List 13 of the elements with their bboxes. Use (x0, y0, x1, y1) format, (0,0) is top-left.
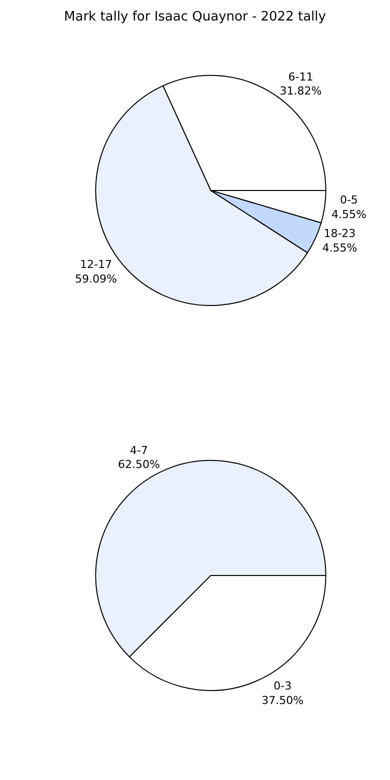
slice-label: 12-17 (80, 258, 112, 271)
slice-label: 6-11 (288, 70, 314, 84)
slice-label: 18-23 (324, 226, 356, 240)
data-label: 4.55% (331, 208, 366, 221)
data-label: 4.55% (322, 241, 358, 254)
data-label: 62.50% (118, 458, 160, 472)
data-label: 37.50% (262, 694, 304, 708)
data-label: 59.09% (75, 272, 117, 286)
slice-label: 0-3 (274, 680, 292, 693)
data-label: 31.82% (280, 84, 322, 98)
slice-label: 0-5 (340, 193, 358, 206)
chart-title: Mark tally for Isaac Quaynor - 2022 tally (64, 9, 326, 24)
slice-label: 4-7 (130, 444, 148, 457)
